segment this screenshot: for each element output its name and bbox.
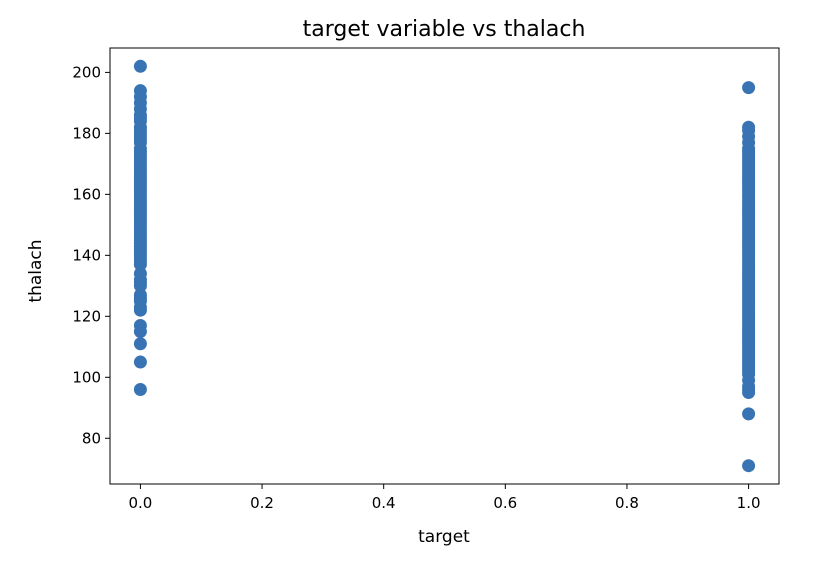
scatter-point — [133, 337, 147, 351]
y-tick-label: 100 — [72, 368, 101, 386]
scatter-point — [742, 81, 756, 95]
points-layer — [133, 59, 756, 473]
scatter-point — [742, 386, 756, 400]
y-tick-label: 120 — [72, 307, 101, 325]
x-tick-label: 0.0 — [128, 494, 152, 512]
scatter-point — [133, 59, 147, 73]
y-tick-label: 140 — [72, 246, 101, 264]
y-axis-label: thalach — [26, 239, 46, 302]
x-tick-label: 0.4 — [372, 494, 396, 512]
scatter-point — [133, 279, 147, 293]
plot-frame — [109, 47, 780, 485]
x-tick-label: 1.0 — [737, 494, 761, 512]
scatter-point — [133, 382, 147, 396]
x-tick-label: 0.8 — [615, 494, 639, 512]
scatter-point — [133, 355, 147, 369]
scatter-point — [133, 257, 147, 271]
scatter-point — [133, 303, 147, 317]
scatter-point — [133, 325, 147, 339]
x-tick-label: 0.2 — [250, 494, 274, 512]
y-tick-label: 160 — [72, 185, 101, 203]
x-axis-label: target — [418, 527, 470, 547]
scatter-point — [742, 459, 756, 473]
scatter-point — [742, 407, 756, 421]
x-tick-label: 0.6 — [493, 494, 517, 512]
y-tick-label: 200 — [72, 63, 101, 81]
ticks-layer: 0.0 0.2 0.4 0.6 0.8 1.0 80 100 120 140 160 180 200 — [72, 63, 760, 512]
y-tick-label: 80 — [82, 429, 101, 447]
chart-title: target variable vs thalach — [303, 17, 586, 42]
y-tick-label: 180 — [72, 124, 101, 142]
